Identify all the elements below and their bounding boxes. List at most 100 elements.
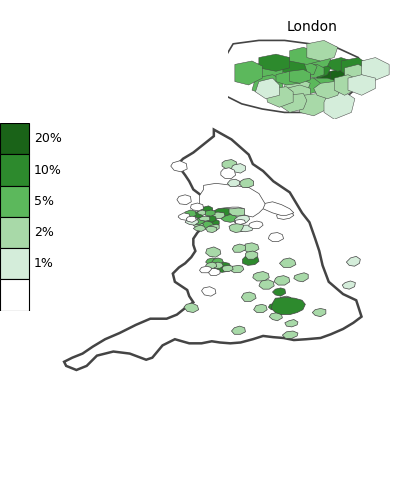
Polygon shape: [227, 179, 240, 187]
Polygon shape: [256, 78, 280, 99]
Polygon shape: [184, 210, 196, 217]
Polygon shape: [276, 71, 300, 85]
Bar: [0, 280, 28, 311]
Polygon shape: [222, 265, 233, 272]
Polygon shape: [296, 94, 331, 116]
Polygon shape: [254, 304, 267, 313]
Polygon shape: [230, 265, 244, 273]
Polygon shape: [274, 276, 290, 285]
Polygon shape: [193, 222, 204, 228]
Polygon shape: [256, 61, 283, 81]
Polygon shape: [240, 225, 253, 232]
Polygon shape: [293, 63, 317, 75]
Polygon shape: [277, 211, 294, 219]
Polygon shape: [293, 78, 320, 95]
Bar: [0, 217, 28, 248]
Polygon shape: [294, 273, 308, 282]
Polygon shape: [246, 251, 258, 259]
Polygon shape: [177, 195, 191, 205]
Polygon shape: [232, 164, 246, 173]
Polygon shape: [206, 258, 218, 265]
Polygon shape: [212, 258, 223, 264]
Polygon shape: [221, 214, 238, 222]
Polygon shape: [283, 85, 310, 102]
Polygon shape: [240, 178, 254, 187]
Polygon shape: [346, 256, 360, 266]
Polygon shape: [290, 70, 310, 83]
Polygon shape: [314, 81, 341, 99]
Polygon shape: [229, 208, 247, 216]
Polygon shape: [280, 258, 296, 267]
Polygon shape: [191, 218, 204, 224]
Polygon shape: [212, 212, 225, 218]
Polygon shape: [285, 319, 298, 327]
Polygon shape: [276, 58, 307, 75]
Polygon shape: [244, 243, 259, 252]
Polygon shape: [236, 219, 246, 224]
Polygon shape: [253, 272, 269, 281]
Polygon shape: [259, 202, 294, 215]
Polygon shape: [199, 216, 210, 221]
Polygon shape: [171, 161, 187, 172]
Polygon shape: [208, 269, 220, 276]
Polygon shape: [334, 75, 358, 95]
Polygon shape: [328, 58, 352, 71]
Polygon shape: [269, 313, 282, 321]
Polygon shape: [184, 303, 199, 313]
Polygon shape: [290, 47, 320, 65]
Polygon shape: [200, 183, 265, 217]
Text: 1%: 1%: [34, 257, 54, 270]
Polygon shape: [208, 224, 219, 231]
Polygon shape: [286, 68, 310, 83]
Polygon shape: [204, 215, 216, 222]
Polygon shape: [200, 266, 212, 273]
Polygon shape: [199, 221, 214, 228]
Polygon shape: [185, 218, 199, 225]
Polygon shape: [259, 280, 274, 289]
Polygon shape: [268, 233, 284, 242]
Polygon shape: [216, 40, 365, 112]
Polygon shape: [214, 208, 232, 216]
Polygon shape: [242, 255, 259, 265]
Polygon shape: [259, 54, 290, 71]
Polygon shape: [305, 54, 331, 70]
Polygon shape: [283, 78, 310, 95]
Polygon shape: [232, 244, 246, 252]
Polygon shape: [193, 225, 206, 231]
Polygon shape: [307, 40, 338, 61]
Polygon shape: [252, 75, 283, 95]
Polygon shape: [204, 210, 215, 216]
Polygon shape: [222, 160, 237, 169]
Polygon shape: [208, 219, 219, 226]
Polygon shape: [271, 297, 305, 315]
Polygon shape: [362, 58, 389, 81]
Polygon shape: [341, 58, 368, 78]
Bar: [0, 248, 28, 280]
Polygon shape: [213, 262, 223, 268]
Bar: [0, 123, 28, 154]
Polygon shape: [310, 65, 331, 78]
Polygon shape: [64, 130, 362, 370]
Polygon shape: [202, 287, 216, 296]
Polygon shape: [190, 203, 204, 211]
Polygon shape: [232, 326, 246, 334]
Polygon shape: [235, 61, 262, 85]
Polygon shape: [268, 303, 281, 310]
Polygon shape: [280, 94, 307, 112]
Text: 2%: 2%: [34, 226, 54, 239]
Polygon shape: [266, 87, 293, 107]
Polygon shape: [249, 221, 263, 228]
Polygon shape: [316, 71, 338, 85]
Polygon shape: [282, 331, 298, 338]
Polygon shape: [348, 75, 376, 95]
Polygon shape: [344, 65, 368, 81]
Polygon shape: [241, 292, 256, 302]
Polygon shape: [206, 226, 217, 233]
Polygon shape: [304, 65, 324, 78]
Polygon shape: [191, 211, 203, 218]
Polygon shape: [342, 281, 355, 289]
Title: London: London: [286, 20, 338, 34]
Polygon shape: [229, 223, 246, 233]
Text: 10%: 10%: [34, 164, 62, 176]
Polygon shape: [312, 309, 326, 317]
